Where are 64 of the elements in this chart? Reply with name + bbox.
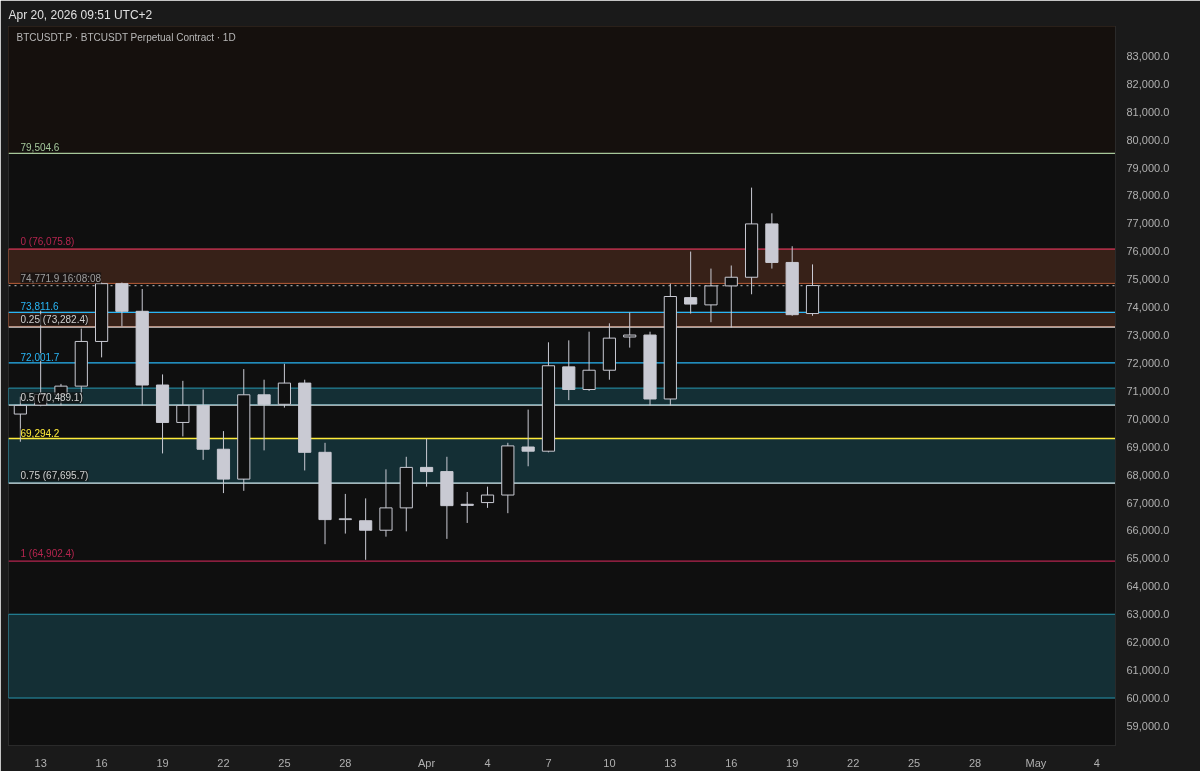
y-tick-label: 65,000.0 (1126, 552, 1170, 565)
x-tick-label: 13 (664, 756, 677, 769)
y-tick-label: 76,000.0 (1126, 245, 1170, 258)
x-tick-label: 25 (278, 756, 291, 769)
x-tick-label: 22 (217, 756, 230, 769)
candlestick (480, 486, 495, 509)
y-tick-label: 73,000.0 (1126, 329, 1170, 342)
x-tick-label: 4 (1093, 756, 1100, 769)
y-tick-label: 70,000.0 (1126, 412, 1170, 425)
ref-line-label: 0.5 (70,489.1) (20, 392, 83, 404)
x-tick-label: 28 (339, 756, 352, 769)
y-tick-label: 69,000.0 (1126, 440, 1170, 453)
y-tick-label: 66,000.0 (1126, 524, 1170, 537)
y-tick-label: 61,000.0 (1126, 664, 1170, 677)
y-tick-label: 68,000.0 (1126, 468, 1170, 481)
x-tick-label: 16 (95, 756, 108, 769)
text: BTCUSDT.P · BTCUSDT Perpetual Contract · 1D (16, 31, 236, 43)
ref-line-label: 69,294.2 (20, 427, 60, 439)
ref-line-label: 73,811.6 (20, 301, 60, 313)
y-tick-label: 74,000.0 (1126, 301, 1170, 314)
y-tick-label: 71,000.0 (1126, 384, 1170, 397)
y-tick-label: 63,000.0 (1126, 608, 1170, 621)
chart-title: Apr 20, 2026 09:51 UTC+2 (8, 7, 153, 22)
y-tick-label: 83,000.0 (1126, 49, 1170, 62)
y-tick-label: 72,000.0 (1126, 356, 1170, 369)
x-tick-label: Apr (418, 756, 436, 769)
y-tick-label: 75,000.0 (1126, 273, 1170, 286)
candlestick (704, 268, 718, 323)
candlestick (338, 493, 352, 535)
x-tick-label: 28 (968, 756, 982, 769)
candlestick (582, 331, 596, 392)
y-tick-label: 59,000.0 (1126, 719, 1170, 732)
x-tick-label: 22 (847, 756, 860, 769)
y-tick-label: 82,000.0 (1126, 77, 1170, 90)
x-tick-label: 19 (786, 756, 799, 769)
ref-line-label: 79,504.6 (20, 142, 60, 154)
x-tick-label: 4 (484, 756, 491, 769)
ref-line-label: 74,771.9 16:08:08 (20, 272, 102, 284)
y-tick-label: 78,000.0 (1126, 189, 1170, 202)
y-tick-label: 64,000.0 (1126, 580, 1170, 593)
x-tick-label: 25 (907, 756, 921, 769)
candlestick (684, 251, 698, 315)
candlestick (460, 491, 474, 524)
x-tick-label: 7 (545, 756, 552, 769)
ref-line-label: 0.75 (67,695.7) (20, 470, 89, 482)
candlestick (562, 339, 576, 401)
x-tick-label: 13 (34, 756, 47, 769)
y-tick-label: 67,000.0 (1126, 496, 1170, 509)
y-tick-label: 81,000.0 (1126, 105, 1170, 118)
x-tick-label: 16 (725, 756, 738, 769)
candlestick (521, 409, 535, 467)
ref-line-label: 1 (64,902.4) (20, 548, 75, 560)
ref-line-label: 0.25 (73,282.4) (20, 314, 89, 326)
candlestick (359, 497, 373, 561)
y-tick-label: 80,000.0 (1126, 133, 1170, 146)
x-tick-label: 19 (156, 756, 169, 769)
y-tick-label: 77,000.0 (1126, 217, 1170, 230)
y-tick-label: 62,000.0 (1126, 636, 1170, 649)
ref-line-label: 0 (76,075.8) (20, 236, 75, 248)
y-tick-label: 60,000.0 (1126, 692, 1170, 705)
ref-line-label: 72,001.7 (20, 351, 60, 363)
x-tick-label: May (1025, 756, 1047, 769)
y-tick-label: 79,000.0 (1126, 161, 1170, 174)
x-tick-label: 10 (603, 756, 616, 769)
